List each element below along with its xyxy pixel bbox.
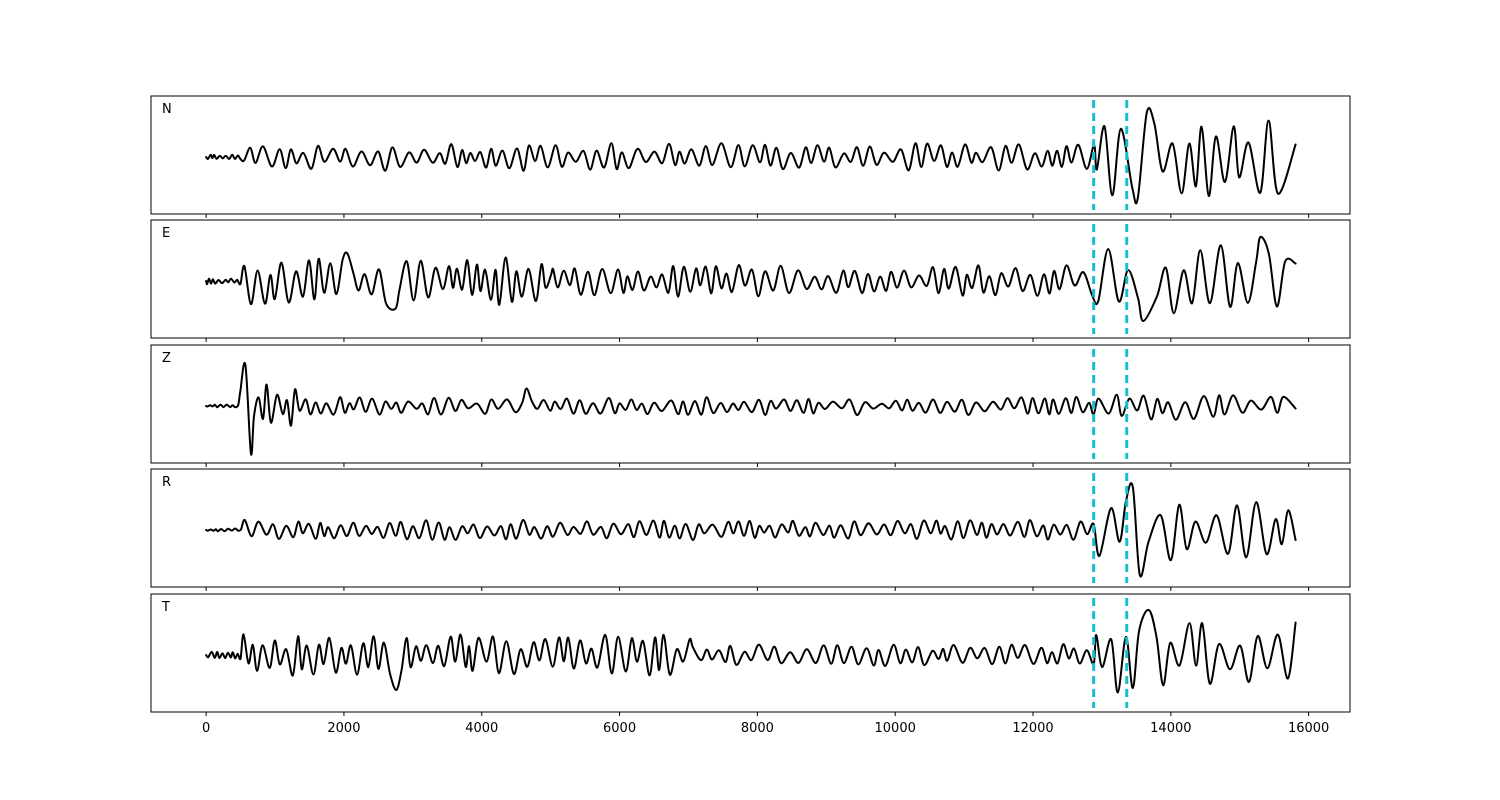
trace-group <box>205 482 1297 578</box>
panel-label: E <box>162 226 170 241</box>
panel-label: Z <box>162 351 171 366</box>
panel-z: Z <box>150 344 1351 467</box>
x-tick-label: 0 <box>202 721 210 736</box>
x-tick-label: 8000 <box>741 721 774 736</box>
waveform-trace <box>205 235 1297 322</box>
panel-label: R <box>162 475 171 490</box>
panel-label: N <box>162 102 172 117</box>
panel-frame <box>150 95 1351 215</box>
panel-frame <box>150 219 1351 339</box>
x-tick-label: 10000 <box>875 721 916 736</box>
x-tick-label: 6000 <box>603 721 636 736</box>
x-tick-label: 4000 <box>465 721 498 736</box>
marker-group <box>1092 100 1129 210</box>
marker-group <box>1092 598 1129 708</box>
trace-group <box>205 608 1297 694</box>
marker-group <box>1092 224 1129 334</box>
panel-frame <box>150 593 1351 713</box>
marker-group <box>1092 473 1129 583</box>
trace-group <box>205 235 1297 322</box>
panel-e: E <box>150 219 1351 342</box>
panel-frame <box>150 344 1351 464</box>
panel-r: R <box>150 468 1351 591</box>
trace-group <box>205 361 1297 456</box>
x-axis: 0 2000 4000 6000 8000 10000 12000 14000 16000 <box>202 712 1329 736</box>
panel-label: T <box>161 600 170 615</box>
waveform-trace <box>205 107 1297 205</box>
x-tick-label: 2000 <box>327 721 360 736</box>
trace-group <box>205 107 1297 205</box>
waveform-trace <box>205 361 1297 456</box>
x-tick-label: 16000 <box>1288 721 1329 736</box>
waveform-trace <box>205 608 1297 694</box>
marker-group <box>1092 349 1129 459</box>
waveform-trace <box>205 482 1297 578</box>
x-tick-label: 12000 <box>1012 721 1053 736</box>
panel-frame <box>150 468 1351 588</box>
panel-t: T <box>150 593 1351 713</box>
panel-n: N <box>150 95 1351 218</box>
x-tick-label: 14000 <box>1150 721 1191 736</box>
